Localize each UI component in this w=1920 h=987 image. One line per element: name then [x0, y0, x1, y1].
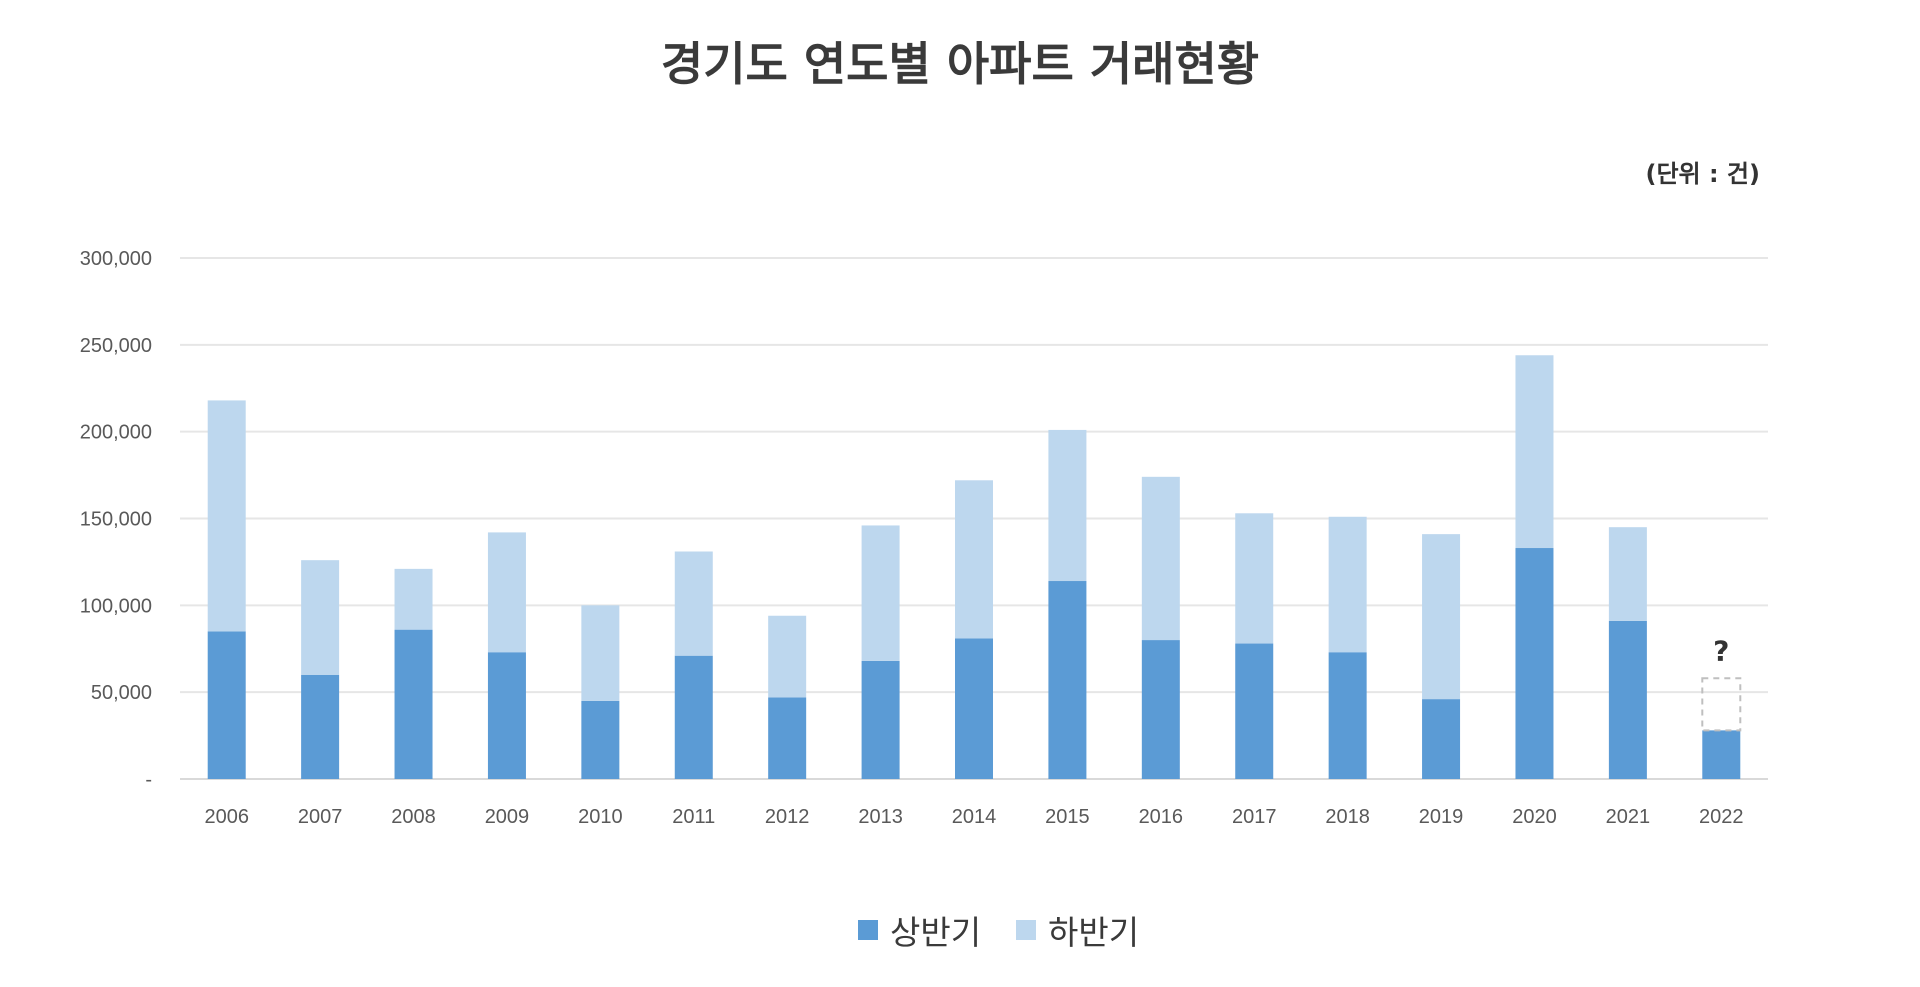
bar-second-half-2006 [207, 400, 246, 632]
bar-second-half-2016 [1141, 476, 1180, 641]
bar-first-half-2012 [768, 697, 807, 779]
y-tick-label: - [145, 769, 152, 791]
legend-swatch [1016, 920, 1036, 940]
x-axis-ticks: 2006 2007 2008 2009 2010 2011 2012 2013 2014 2015… [204, 806, 1743, 828]
x-tick-label: 2014 [952, 806, 997, 828]
x-tick-label: 2012 [765, 806, 810, 828]
bar-first-half-2016 [1141, 640, 1180, 779]
bar-first-half-2010 [581, 700, 620, 779]
unit-note: (단위 : 건) [1646, 160, 1761, 188]
annotation-question-mark: ? [1713, 634, 1729, 667]
bar-first-half-2009 [487, 652, 526, 779]
annotations: ? [1701, 634, 1742, 732]
bar-second-half-2021 [1608, 527, 1647, 621]
bar-second-half-2010 [581, 605, 620, 701]
bar-first-half-2021 [1608, 620, 1647, 779]
x-tick-label: 2008 [391, 806, 436, 828]
x-tick-label: 2017 [1232, 806, 1277, 828]
legend-swatch [858, 920, 878, 940]
bar-second-half-2020 [1515, 355, 1554, 549]
bar-first-half-2007 [301, 674, 340, 779]
x-tick-label: 2011 [672, 806, 715, 828]
legend-item-first-half: 상반기 [858, 913, 981, 952]
bar-first-half-2017 [1235, 643, 1274, 779]
bar-first-half-2006 [207, 631, 246, 779]
bar-second-half-2013 [861, 525, 900, 661]
x-tick-label: 2013 [858, 806, 903, 828]
placeholder-bar-2022 [1701, 677, 1742, 732]
y-tick-label: 50,000 [91, 682, 152, 704]
x-tick-label: 2009 [485, 806, 530, 828]
y-tick-label: 200,000 [80, 422, 152, 444]
y-tick-label: 100,000 [80, 595, 152, 617]
bar-second-half-2009 [487, 532, 526, 653]
x-tick-label: 2016 [1139, 806, 1184, 828]
x-tick-label: 2021 [1606, 806, 1651, 828]
y-tick-label: 250,000 [80, 335, 152, 357]
x-tick-label: 2022 [1699, 806, 1744, 828]
bar-first-half-2014 [955, 638, 993, 779]
bar-second-half-2015 [1048, 429, 1087, 582]
bar-second-half-2018 [1328, 516, 1367, 653]
x-tick-label: 2020 [1512, 806, 1557, 828]
bar-second-half-2017 [1235, 513, 1274, 644]
x-tick-label: 2006 [204, 806, 249, 828]
y-axis-ticks: - 50,000 100,000 150,000 200,000 250,000 300,0… [80, 248, 152, 791]
bar-first-half-2022 [1702, 730, 1741, 779]
bar-first-half-2019 [1422, 699, 1461, 779]
x-tick-label: 2018 [1325, 806, 1370, 828]
bar-second-half-2007 [301, 560, 340, 675]
chart-title: 경기도 연도별 아파트 거래현황 [661, 37, 1259, 91]
legend: 상반기 하반기 [858, 913, 1139, 952]
x-tick-label: 2015 [1045, 806, 1090, 828]
x-tick-label: 2007 [298, 806, 343, 828]
bar-second-half-2014 [955, 480, 993, 639]
bar-first-half-2018 [1328, 652, 1367, 779]
bar-second-half-2012 [768, 615, 807, 698]
bar-first-half-2013 [861, 660, 900, 779]
bar-second-half-2011 [674, 551, 713, 656]
bar-second-half-2008 [394, 568, 433, 630]
bar-first-half-2008 [394, 629, 433, 779]
bar-first-half-2015 [1048, 581, 1087, 779]
legend-label: 상반기 [890, 913, 981, 952]
legend-item-second-half: 하반기 [1016, 913, 1139, 952]
x-tick-label: 2019 [1419, 806, 1464, 828]
bar-first-half-2020 [1515, 548, 1554, 779]
bar-first-half-2011 [674, 655, 713, 779]
bars [207, 355, 1741, 779]
y-tick-label: 300,000 [80, 248, 152, 270]
bar-second-half-2019 [1422, 534, 1461, 700]
y-tick-label: 150,000 [80, 509, 152, 531]
x-tick-label: 2010 [578, 806, 623, 828]
legend-label: 하반기 [1048, 913, 1139, 952]
